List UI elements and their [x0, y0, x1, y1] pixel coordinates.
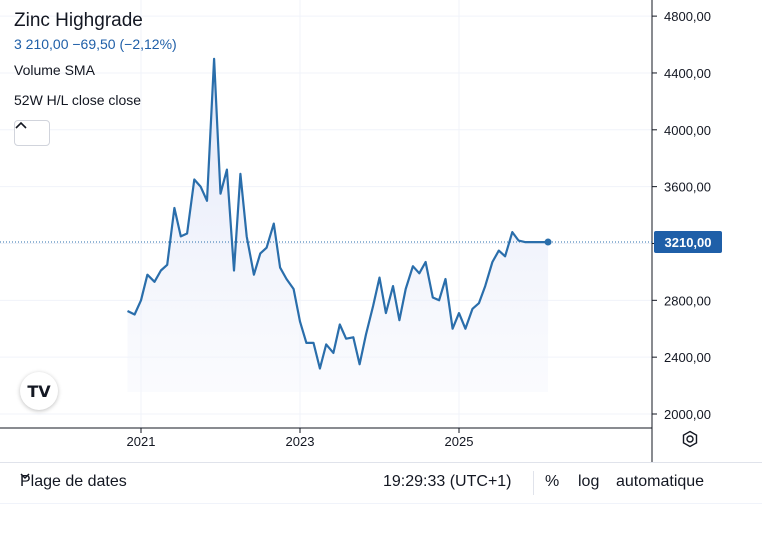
- logo-text: TV: [27, 381, 51, 401]
- last-price-dot: [544, 238, 552, 246]
- x-tick-label: 2023: [286, 434, 315, 449]
- indicator-volume-sma[interactable]: Volume SMA: [14, 62, 95, 78]
- y-tick-label: 2800,00: [664, 293, 711, 308]
- symbol-title[interactable]: Zinc Highgrade: [14, 10, 143, 31]
- indicator-52w-hl[interactable]: 52W H/L close close: [14, 92, 142, 108]
- settings-icon[interactable]: [681, 430, 699, 448]
- log-scale-button[interactable]: log: [578, 473, 600, 490]
- auto-scale-button[interactable]: automatique: [616, 473, 705, 490]
- collapse-legend-button[interactable]: [14, 120, 50, 146]
- percent-scale-button[interactable]: %: [545, 473, 560, 490]
- x-tick-label: 2021: [127, 434, 156, 449]
- x-tick-label: 2025: [445, 434, 474, 449]
- price-label: 3210,00: [665, 235, 712, 250]
- series-area: [127, 58, 549, 392]
- date-range-label: Plage de dates: [20, 473, 127, 490]
- y-tick-label: 4800,00: [664, 9, 711, 24]
- date-range-button[interactable]: Plage de dates: [20, 473, 133, 491]
- y-tick-label: 2400,00: [664, 350, 711, 365]
- tradingview-logo[interactable]: TV: [20, 372, 58, 410]
- lower-panel-strip: [0, 503, 762, 534]
- series-line[interactable]: [127, 57, 549, 370]
- clock-display[interactable]: 19:29:33 (UTC+1): [383, 473, 512, 490]
- y-tick-label: 2000,00: [664, 407, 711, 422]
- y-tick-label: 4400,00: [664, 66, 711, 81]
- bottom-toolbar: Plage de dates 19:29:33 (UTC+1) % log au…: [0, 462, 762, 503]
- y-tick-label: 3600,00: [664, 180, 711, 195]
- y-tick-label: 4000,00: [664, 123, 711, 138]
- toolbar-divider: [533, 471, 534, 495]
- legend: Zinc Highgrade 3 210,00 −69,50 (−2,12%) …: [14, 10, 177, 108]
- price-label-bg: [654, 231, 722, 254]
- price-change: 3 210,00 −69,50 (−2,12%): [14, 36, 177, 52]
